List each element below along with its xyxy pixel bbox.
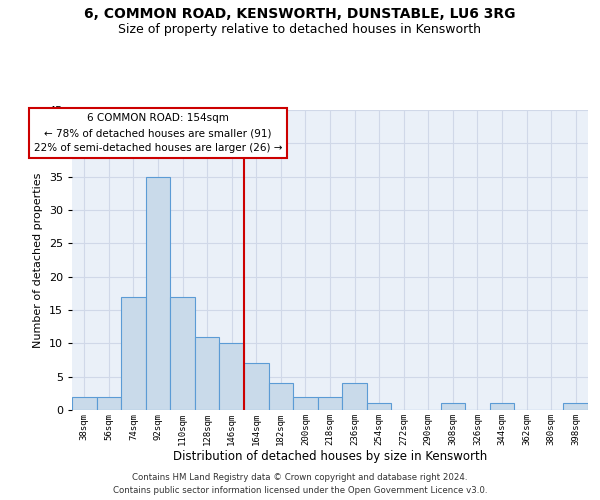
Bar <box>440 404 465 410</box>
Bar <box>97 396 121 410</box>
Bar <box>146 176 170 410</box>
Text: 6 COMMON ROAD: 154sqm
← 78% of detached houses are smaller (91)
22% of semi-deta: 6 COMMON ROAD: 154sqm ← 78% of detached … <box>34 114 282 153</box>
Text: Contains HM Land Registry data © Crown copyright and database right 2024.
Contai: Contains HM Land Registry data © Crown c… <box>113 474 487 495</box>
Y-axis label: Number of detached properties: Number of detached properties <box>33 172 43 348</box>
Bar <box>269 384 293 410</box>
Text: Size of property relative to detached houses in Kensworth: Size of property relative to detached ho… <box>119 22 482 36</box>
Bar <box>293 396 318 410</box>
Bar <box>72 396 97 410</box>
Bar <box>367 404 391 410</box>
Bar <box>490 404 514 410</box>
Text: 6, COMMON ROAD, KENSWORTH, DUNSTABLE, LU6 3RG: 6, COMMON ROAD, KENSWORTH, DUNSTABLE, LU… <box>84 8 516 22</box>
Bar <box>220 344 244 410</box>
Bar <box>121 296 146 410</box>
Text: Distribution of detached houses by size in Kensworth: Distribution of detached houses by size … <box>173 450 487 463</box>
Bar <box>244 364 269 410</box>
Bar <box>170 296 195 410</box>
Bar <box>342 384 367 410</box>
Bar <box>563 404 588 410</box>
Bar <box>195 336 220 410</box>
Bar <box>318 396 342 410</box>
